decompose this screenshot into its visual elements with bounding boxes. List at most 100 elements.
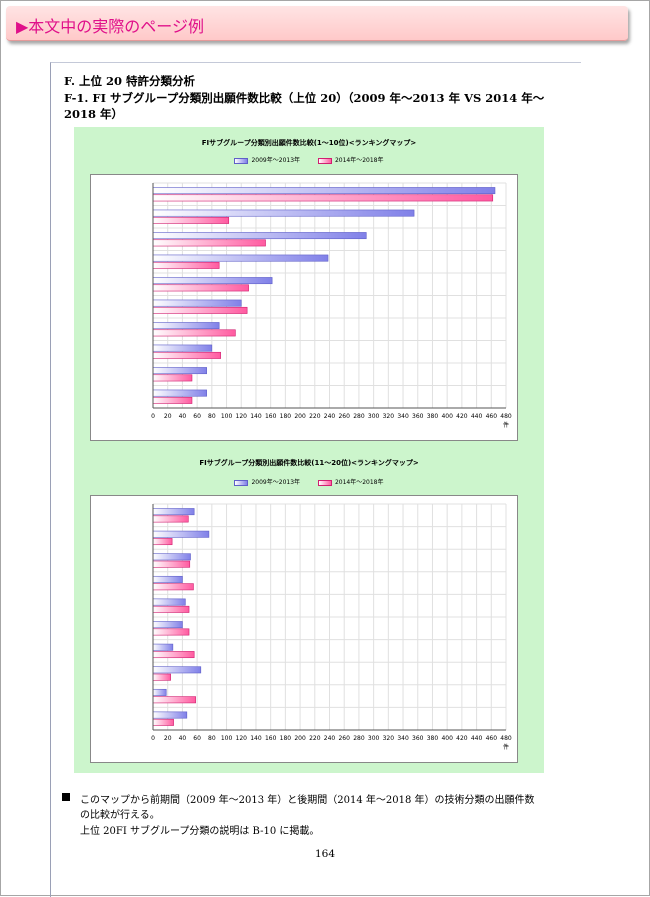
section-subheading-cont: 2018 年） <box>64 107 124 121</box>
chart2-x-tick-label: 240 <box>324 735 336 742</box>
chart1-title: FIサブグループ分類別出願件数比較(1～10位)<ランキングマップ> <box>201 139 417 147</box>
chart2-x-tick-label: 480 <box>500 735 512 742</box>
chart1-x-tick-label: 180 <box>280 413 292 420</box>
chart1-x-tick-label: 220 <box>309 413 321 420</box>
chart2-x-tick-label: 360 <box>412 735 424 742</box>
chart2-bar-series2-11 <box>152 515 189 523</box>
legend-swatch <box>317 479 332 486</box>
chart1-x-unit-label: 件 <box>503 421 509 429</box>
chart2-x-tick-label: 400 <box>441 735 453 742</box>
chart1-bar-series2-7 <box>152 329 236 337</box>
chart2-title: FIサブグループ分類別出願件数比較(11～20位)<ランキングマップ> <box>199 459 419 467</box>
chart1-x-tick-label: 60 <box>193 413 201 420</box>
legend-swatch <box>234 479 249 486</box>
chart2-x-tick-label: 60 <box>193 735 201 742</box>
chart1-plot: 0 20 40 60 80 100 120 140 160 180 200 220 240 260 280 3… <box>90 174 518 441</box>
banner-title: ▶本文中の実際のページ例 <box>16 17 204 36</box>
chart2-bar-series2-19 <box>152 696 196 704</box>
chart2-x-tick-label: 0 <box>151 735 155 742</box>
chart2-x-tick-label: 80 <box>208 735 216 742</box>
chart1-x-tick-label: 300 <box>368 413 380 420</box>
chart2-bar-series2-20 <box>152 718 174 726</box>
chart2-bar-series2-13 <box>152 560 191 568</box>
chart2-bar-series1-12 <box>152 530 210 538</box>
chart1-bar-series2-4 <box>152 261 220 269</box>
chart1-bar-series1-2 <box>152 209 415 217</box>
chart2-x-tick-label: 220 <box>309 735 321 742</box>
chart2-x-tick-label: 180 <box>280 735 292 742</box>
chart1-x-tick-label: 340 <box>397 413 409 420</box>
chart2-svg: 0 20 40 60 80 100 120 140 160 180 200 220 240 260 280 3… <box>151 503 512 751</box>
chart1-bar-series2-9 <box>152 374 193 382</box>
chart2-x-tick-label: 420 <box>456 735 468 742</box>
section-subheading: F-1. FI サブグループ分類別出願件数比較（上位 20）（2009 年～20… <box>64 91 545 105</box>
chart1-x-tick-label: 260 <box>338 413 350 420</box>
chart1-x-tick-label: 320 <box>383 413 395 420</box>
chart2-plot: 0 20 40 60 80 100 120 140 160 180 200 220 240 260 280 3… <box>90 495 518 763</box>
chart1-x-tick-label: 100 <box>221 413 233 420</box>
chart2-bar-series1-14 <box>152 575 183 583</box>
chart1-x-tick-label: 280 <box>353 413 365 420</box>
note-line-2: の比較が行える。 <box>80 810 160 821</box>
chart1-bar-series1-8 <box>152 344 213 352</box>
chart1-bar-series2-2 <box>152 216 230 224</box>
chart2-bar-series1-15 <box>152 598 186 606</box>
chart2-x-tick-label: 140 <box>250 735 262 742</box>
chart2-legend-item-1: 2009年～2013年 <box>234 477 300 486</box>
chart1-bar-series2-10 <box>152 396 193 404</box>
chart1-bar-series1-10 <box>152 389 207 397</box>
chart1-x-tick-label: 0 <box>151 413 155 420</box>
chart1-legend-label-1: 2009年～2013年 <box>251 157 301 164</box>
chart2-bar-series1-17 <box>152 643 174 651</box>
chart2-x-tick-label: 160 <box>265 735 277 742</box>
chart2-x-tick-label: 40 <box>179 735 187 742</box>
chart2-legend: 2009年～2013年 2014年～2018年 <box>74 477 544 486</box>
chart2-x-tick-label: 260 <box>338 735 350 742</box>
title-banner: ▶本文中の実際のページ例 <box>6 6 628 41</box>
chart1-x-tick-label: 480 <box>500 413 512 420</box>
chart2-x-tick-label: 460 <box>486 735 498 742</box>
chart1-x-tick-label: 140 <box>250 413 262 420</box>
chart2-x-tick-label: 340 <box>397 735 409 742</box>
chart2-x-tick-label: 320 <box>383 735 395 742</box>
chart1-x-tick-label: 20 <box>164 413 172 420</box>
chart2-x-tick-label: 20 <box>164 735 172 742</box>
legend-swatch <box>317 157 332 164</box>
chart2-bar-series1-18 <box>152 666 202 674</box>
chart1-bar-series2-8 <box>152 351 221 359</box>
chart2-bar-series1-16 <box>152 621 183 629</box>
chart2-x-tick-label: 120 <box>236 735 248 742</box>
chart1-x-tick-label: 420 <box>456 413 468 420</box>
chart1-bar-series1-7 <box>152 322 220 330</box>
chart-panel: FIサブグループ分類別出願件数比較(1～10位)<ランキングマップ> 2009年… <box>74 127 544 773</box>
chart1-x-tick-label: 160 <box>265 413 277 420</box>
chart2-bar-series2-16 <box>152 628 190 636</box>
chart1-bar-series1-5 <box>152 277 273 285</box>
chart2-x-tick-label: 200 <box>294 735 306 742</box>
chart1-bar-series2-3 <box>152 239 266 247</box>
chart1-bar-series1-9 <box>152 367 207 375</box>
chart2-legend-item-2: 2014年～2018年 <box>317 477 384 486</box>
note-line-3: 上位 20FI サブグループ分類の説明は B-10 に掲載。 <box>80 826 320 837</box>
section-heading: F. 上位 20 特許分類分析 <box>64 74 196 88</box>
chart1-x-tick-label: 380 <box>427 413 439 420</box>
chart1-legend: 2009年～2013年 2014年～2018年 <box>74 155 544 164</box>
chart1-svg: 0 20 40 60 80 100 120 140 160 180 200 220 240 260 280 3… <box>151 182 512 429</box>
chart1-x-tick-label: 360 <box>412 413 424 420</box>
chart1-bar-series1-3 <box>152 232 367 240</box>
chart2-x-tick-label: 280 <box>353 735 365 742</box>
chart1-x-tick-label: 460 <box>486 413 498 420</box>
chart1-x-tick-label: 200 <box>294 413 306 420</box>
chart2-bar-series2-12 <box>152 538 173 546</box>
chart2-legend-label-2: 2014年～2018年 <box>334 479 384 486</box>
chart1-x-tick-label: 400 <box>441 413 453 420</box>
chart1-x-tick-label: 80 <box>208 413 216 420</box>
chart2-bar-series1-13 <box>152 553 191 561</box>
chart2-bar-series2-18 <box>152 673 171 681</box>
chart2-bar-series1-20 <box>152 711 188 719</box>
note-line-1: このマップから前期間（2009 年～2013 年）と後期間（2014 年～201… <box>80 795 535 806</box>
chart1-x-tick-label: 440 <box>471 413 483 420</box>
chart2-legend-label-1: 2009年～2013年 <box>251 479 301 486</box>
chart2-x-tick-label: 100 <box>221 735 233 742</box>
chart2-bar-series1-19 <box>152 688 167 696</box>
